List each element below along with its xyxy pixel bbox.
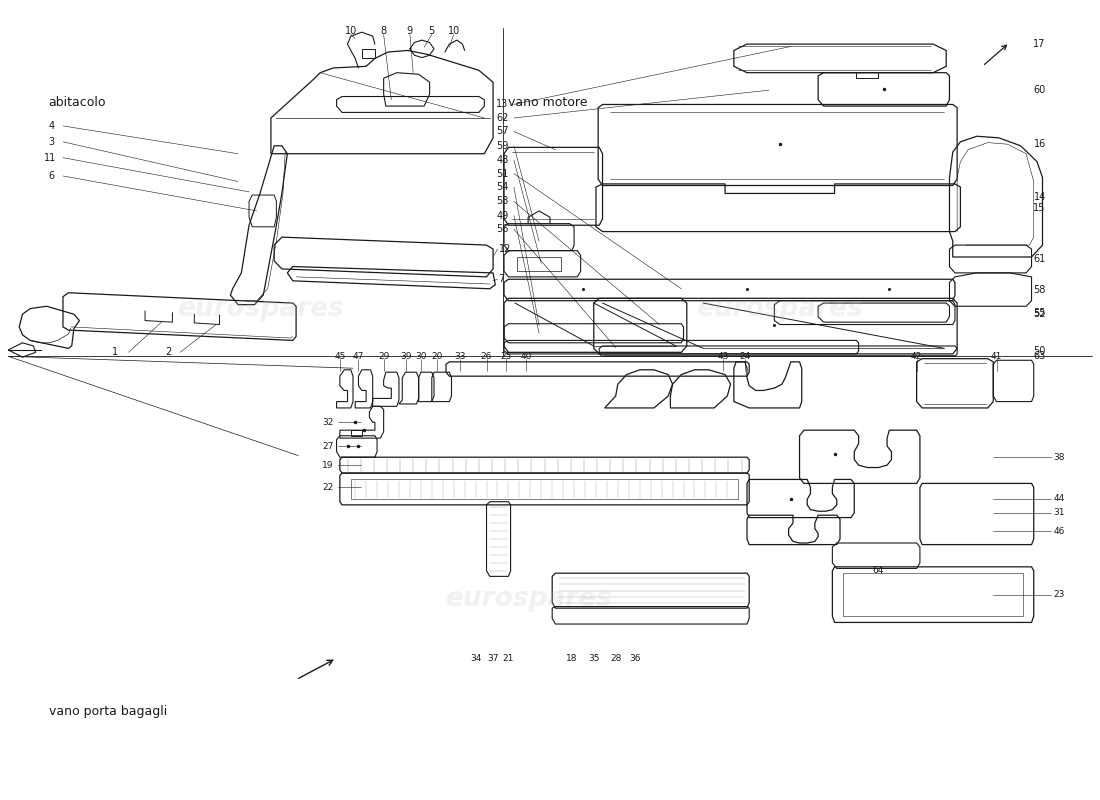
Text: eurospares: eurospares [177,296,343,322]
Text: 50: 50 [1033,346,1046,356]
Text: eurospares: eurospares [444,586,612,612]
Text: 64: 64 [872,566,884,575]
Text: 24: 24 [739,352,750,361]
Text: 63: 63 [1034,350,1046,361]
Text: 31: 31 [1054,508,1065,518]
Text: 16: 16 [1034,139,1046,149]
Text: 18: 18 [566,654,578,662]
Text: 28: 28 [610,654,621,662]
Text: 19: 19 [322,461,333,470]
Text: 40: 40 [520,352,531,361]
Text: 38: 38 [1054,453,1065,462]
Text: 10: 10 [448,26,460,35]
Text: 32: 32 [322,418,333,426]
Text: 11: 11 [44,153,56,162]
Text: 54: 54 [496,182,508,192]
Text: 47: 47 [353,352,364,361]
Text: 13: 13 [496,99,508,110]
Text: 46: 46 [1054,526,1065,535]
Text: 34: 34 [470,654,482,662]
Text: vano motore: vano motore [508,95,587,109]
Text: 44: 44 [1054,494,1065,503]
Text: 21: 21 [503,654,514,662]
Text: 62: 62 [496,113,508,123]
Text: 4: 4 [48,121,55,131]
Text: 8: 8 [381,26,387,35]
Text: 3: 3 [48,137,55,147]
Text: 61: 61 [1034,254,1046,263]
Text: 37: 37 [487,654,498,662]
Text: 58: 58 [1033,286,1046,295]
Text: 7: 7 [498,274,505,284]
Text: 41: 41 [991,352,1002,361]
Text: 6: 6 [48,171,55,181]
Text: 48: 48 [496,155,508,165]
Text: 36: 36 [629,654,641,662]
Text: 23: 23 [1054,590,1065,599]
Text: 15: 15 [1033,202,1046,213]
Text: 25: 25 [500,352,512,361]
Text: 35: 35 [588,654,600,662]
Text: 42: 42 [911,352,922,361]
Text: 60: 60 [1034,85,1046,95]
Text: 53: 53 [496,196,508,206]
Text: 30: 30 [415,352,427,361]
Text: 2: 2 [165,347,170,358]
Text: 22: 22 [322,483,333,492]
Text: 14: 14 [1034,192,1046,202]
Text: 1: 1 [112,347,119,358]
Text: 45: 45 [334,352,345,361]
Text: abitacolo: abitacolo [48,95,107,109]
Text: 29: 29 [378,352,389,361]
Text: 12: 12 [498,244,510,254]
Text: 49: 49 [496,210,508,221]
Text: eurospares: eurospares [696,296,864,322]
Text: 55: 55 [1033,308,1046,318]
Text: 43: 43 [717,352,728,361]
Text: 56: 56 [496,224,508,234]
Text: 27: 27 [322,442,333,450]
Text: 5: 5 [429,26,434,35]
Text: 26: 26 [481,352,492,361]
Text: 10: 10 [344,26,356,35]
Text: 59: 59 [496,141,508,150]
Text: 20: 20 [431,352,443,361]
Text: 9: 9 [407,26,412,35]
Text: vano porta bagagli: vano porta bagagli [48,705,167,718]
Text: 52: 52 [1033,309,1046,319]
Text: 51: 51 [496,169,508,178]
Text: 39: 39 [399,352,411,361]
Text: 33: 33 [454,352,466,361]
Text: 17: 17 [1033,39,1046,49]
Text: 57: 57 [496,126,508,137]
